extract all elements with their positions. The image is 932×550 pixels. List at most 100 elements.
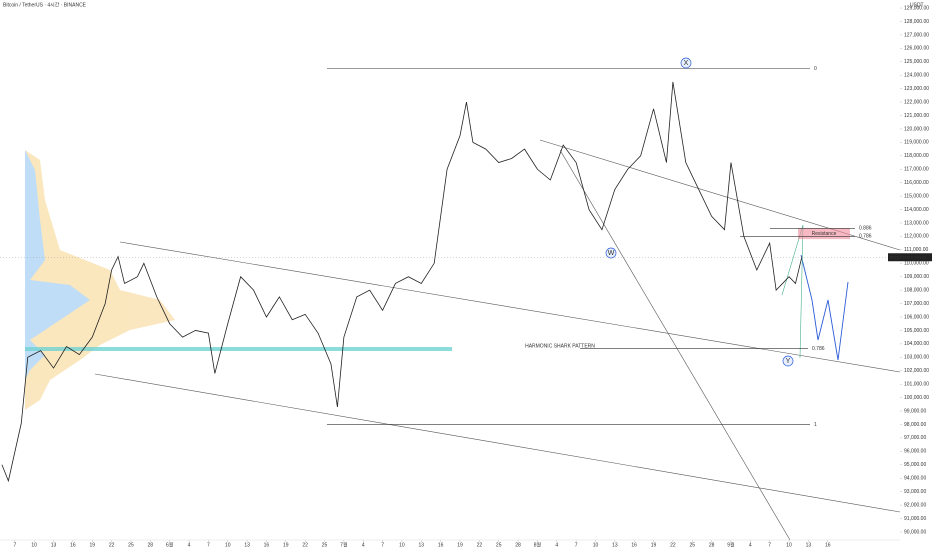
y-tick-label: 98,000.00 bbox=[904, 422, 926, 428]
x-tick-label: 19 bbox=[89, 542, 95, 548]
x-tick-label: 25 bbox=[689, 542, 695, 548]
x-tick-label: 28 bbox=[515, 542, 521, 548]
y-tick-label: 122,000.00 bbox=[904, 99, 929, 105]
x-tick-label: 28 bbox=[148, 542, 154, 548]
last-price-label: 110,449.21 bbox=[907, 254, 927, 259]
y-tick-label: 102,000.00 bbox=[904, 368, 929, 374]
y-tick-label: 129,000.00 bbox=[904, 5, 929, 11]
y-tick-label: 107,000.00 bbox=[904, 301, 929, 307]
y-tick-label: 111,000.00 bbox=[904, 247, 929, 253]
level-label: 0.786 bbox=[812, 346, 825, 352]
y-tick-label: 106,000.00 bbox=[904, 314, 929, 320]
poc-line bbox=[25, 347, 452, 351]
x-tick-label: 7 bbox=[207, 542, 210, 548]
x-tick-label: 22 bbox=[109, 542, 115, 548]
y-tick-label: 115,000.00 bbox=[904, 193, 929, 199]
y-tick-label: 126,000.00 bbox=[904, 46, 929, 52]
y-tick-label: 99,000.00 bbox=[904, 408, 926, 414]
x-tick-label: 19 bbox=[651, 542, 657, 548]
x-tick-label: 16 bbox=[631, 542, 637, 548]
y-tick-label: 121,000.00 bbox=[904, 113, 929, 119]
level-label: 0 bbox=[814, 66, 817, 72]
pattern-path bbox=[781, 224, 804, 359]
x-tick-label: 13 bbox=[806, 542, 812, 548]
y-tick-label: 118,000.00 bbox=[904, 153, 929, 159]
y-tick-label: 97,000.00 bbox=[904, 435, 926, 441]
y-tick-label: 101,000.00 bbox=[904, 382, 929, 388]
x-tick-label: 28 bbox=[709, 542, 715, 548]
y-tick-label: 94,000.00 bbox=[904, 476, 926, 482]
wave-marker bbox=[782, 355, 794, 367]
y-tick-label: 123,000.00 bbox=[904, 86, 929, 92]
y-tick-label: 96,000.00 bbox=[904, 449, 926, 455]
y-tick-label: 116,000.00 bbox=[904, 180, 929, 186]
x-tick-label: 7 bbox=[13, 542, 16, 548]
x-tick-label: 10 bbox=[225, 542, 231, 548]
y-tick-label: 127,000.00 bbox=[904, 32, 929, 38]
y-axis-label: USDT bbox=[910, 2, 924, 8]
chart-title: Bitcoin / TetherUS · 4시간 · BINANCE bbox=[3, 1, 87, 8]
projection-path bbox=[800, 254, 849, 361]
y-tick-label: 93,000.00 bbox=[904, 489, 926, 495]
pattern-label: HARMONIC SHARK PATTERN bbox=[525, 343, 595, 349]
y-tick-label: 91,000.00 bbox=[904, 516, 926, 522]
y-tick-label: 112,000.00 bbox=[904, 234, 929, 240]
x-tick-label: 10 bbox=[786, 542, 792, 548]
wave-label: X bbox=[684, 60, 689, 67]
wave-label: Y bbox=[786, 358, 791, 365]
y-tick-label: 109,000.00 bbox=[904, 274, 929, 280]
wave-label: W bbox=[608, 250, 615, 257]
wave-marker bbox=[680, 57, 692, 69]
x-tick-label: 9월 bbox=[727, 541, 735, 548]
y-tick-label: 105,000.00 bbox=[904, 328, 929, 334]
x-tick-label: 13 bbox=[419, 542, 425, 548]
y-tick-label: 114,000.00 bbox=[904, 207, 929, 213]
x-tick-label: 7월 bbox=[340, 541, 348, 548]
x-tick-label: 10 bbox=[593, 542, 599, 548]
resistance-label: Resistance bbox=[812, 231, 837, 237]
x-tick-label: 16 bbox=[70, 542, 76, 548]
x-tick-label: 22 bbox=[477, 542, 483, 548]
x-tick-label: 7 bbox=[575, 542, 578, 548]
level-label: 0.786 bbox=[859, 234, 872, 240]
x-tick-label: 13 bbox=[612, 542, 618, 548]
x-tick-label: 10 bbox=[399, 542, 405, 548]
x-tick-label: 7 bbox=[768, 542, 771, 548]
x-tick-label: 4 bbox=[362, 542, 365, 548]
last-price-name: BTCUSDT bbox=[890, 254, 909, 259]
last-price-tag bbox=[888, 253, 932, 262]
x-tick-label: 13 bbox=[244, 542, 250, 548]
x-tick-label: 7 bbox=[381, 542, 384, 548]
y-tick-label: 124,000.00 bbox=[904, 73, 929, 79]
x-tick-label: 13 bbox=[51, 542, 57, 548]
level-label: 1 bbox=[814, 422, 817, 428]
x-tick-label: 25 bbox=[496, 542, 502, 548]
level-label: 0.886 bbox=[859, 226, 872, 232]
y-tick-label: 103,000.00 bbox=[904, 355, 929, 361]
x-tick-label: 4 bbox=[555, 542, 558, 548]
x-tick-label: 8월 bbox=[534, 541, 542, 548]
x-tick-label: 10 bbox=[31, 542, 37, 548]
y-tick-label: 90,000.00 bbox=[904, 529, 926, 535]
y-tick-label: 128,000.00 bbox=[904, 19, 929, 25]
x-tick-label: 6월 bbox=[166, 541, 174, 548]
x-tick-label: 4 bbox=[188, 542, 191, 548]
resistance-zone bbox=[798, 228, 850, 240]
x-tick-label: 22 bbox=[302, 542, 308, 548]
price-line bbox=[1, 81, 803, 483]
x-tick-label: 22 bbox=[670, 542, 676, 548]
y-tick-label: 108,000.00 bbox=[904, 287, 929, 293]
x-tick-label: 16 bbox=[438, 542, 444, 548]
wave-marker bbox=[605, 247, 617, 259]
y-tick-label: 92,000.00 bbox=[904, 502, 926, 508]
x-tick-label: 16 bbox=[264, 542, 270, 548]
y-tick-label: 119,000.00 bbox=[904, 140, 929, 146]
y-tick-label: 125,000.00 bbox=[904, 59, 929, 65]
x-tick-label: 25 bbox=[128, 542, 134, 548]
y-tick-label: 100,000.00 bbox=[904, 395, 929, 401]
volume-profile bbox=[25, 150, 175, 410]
y-tick-label: 113,000.00 bbox=[904, 220, 929, 226]
y-tick-label: 120,000.00 bbox=[904, 126, 929, 132]
